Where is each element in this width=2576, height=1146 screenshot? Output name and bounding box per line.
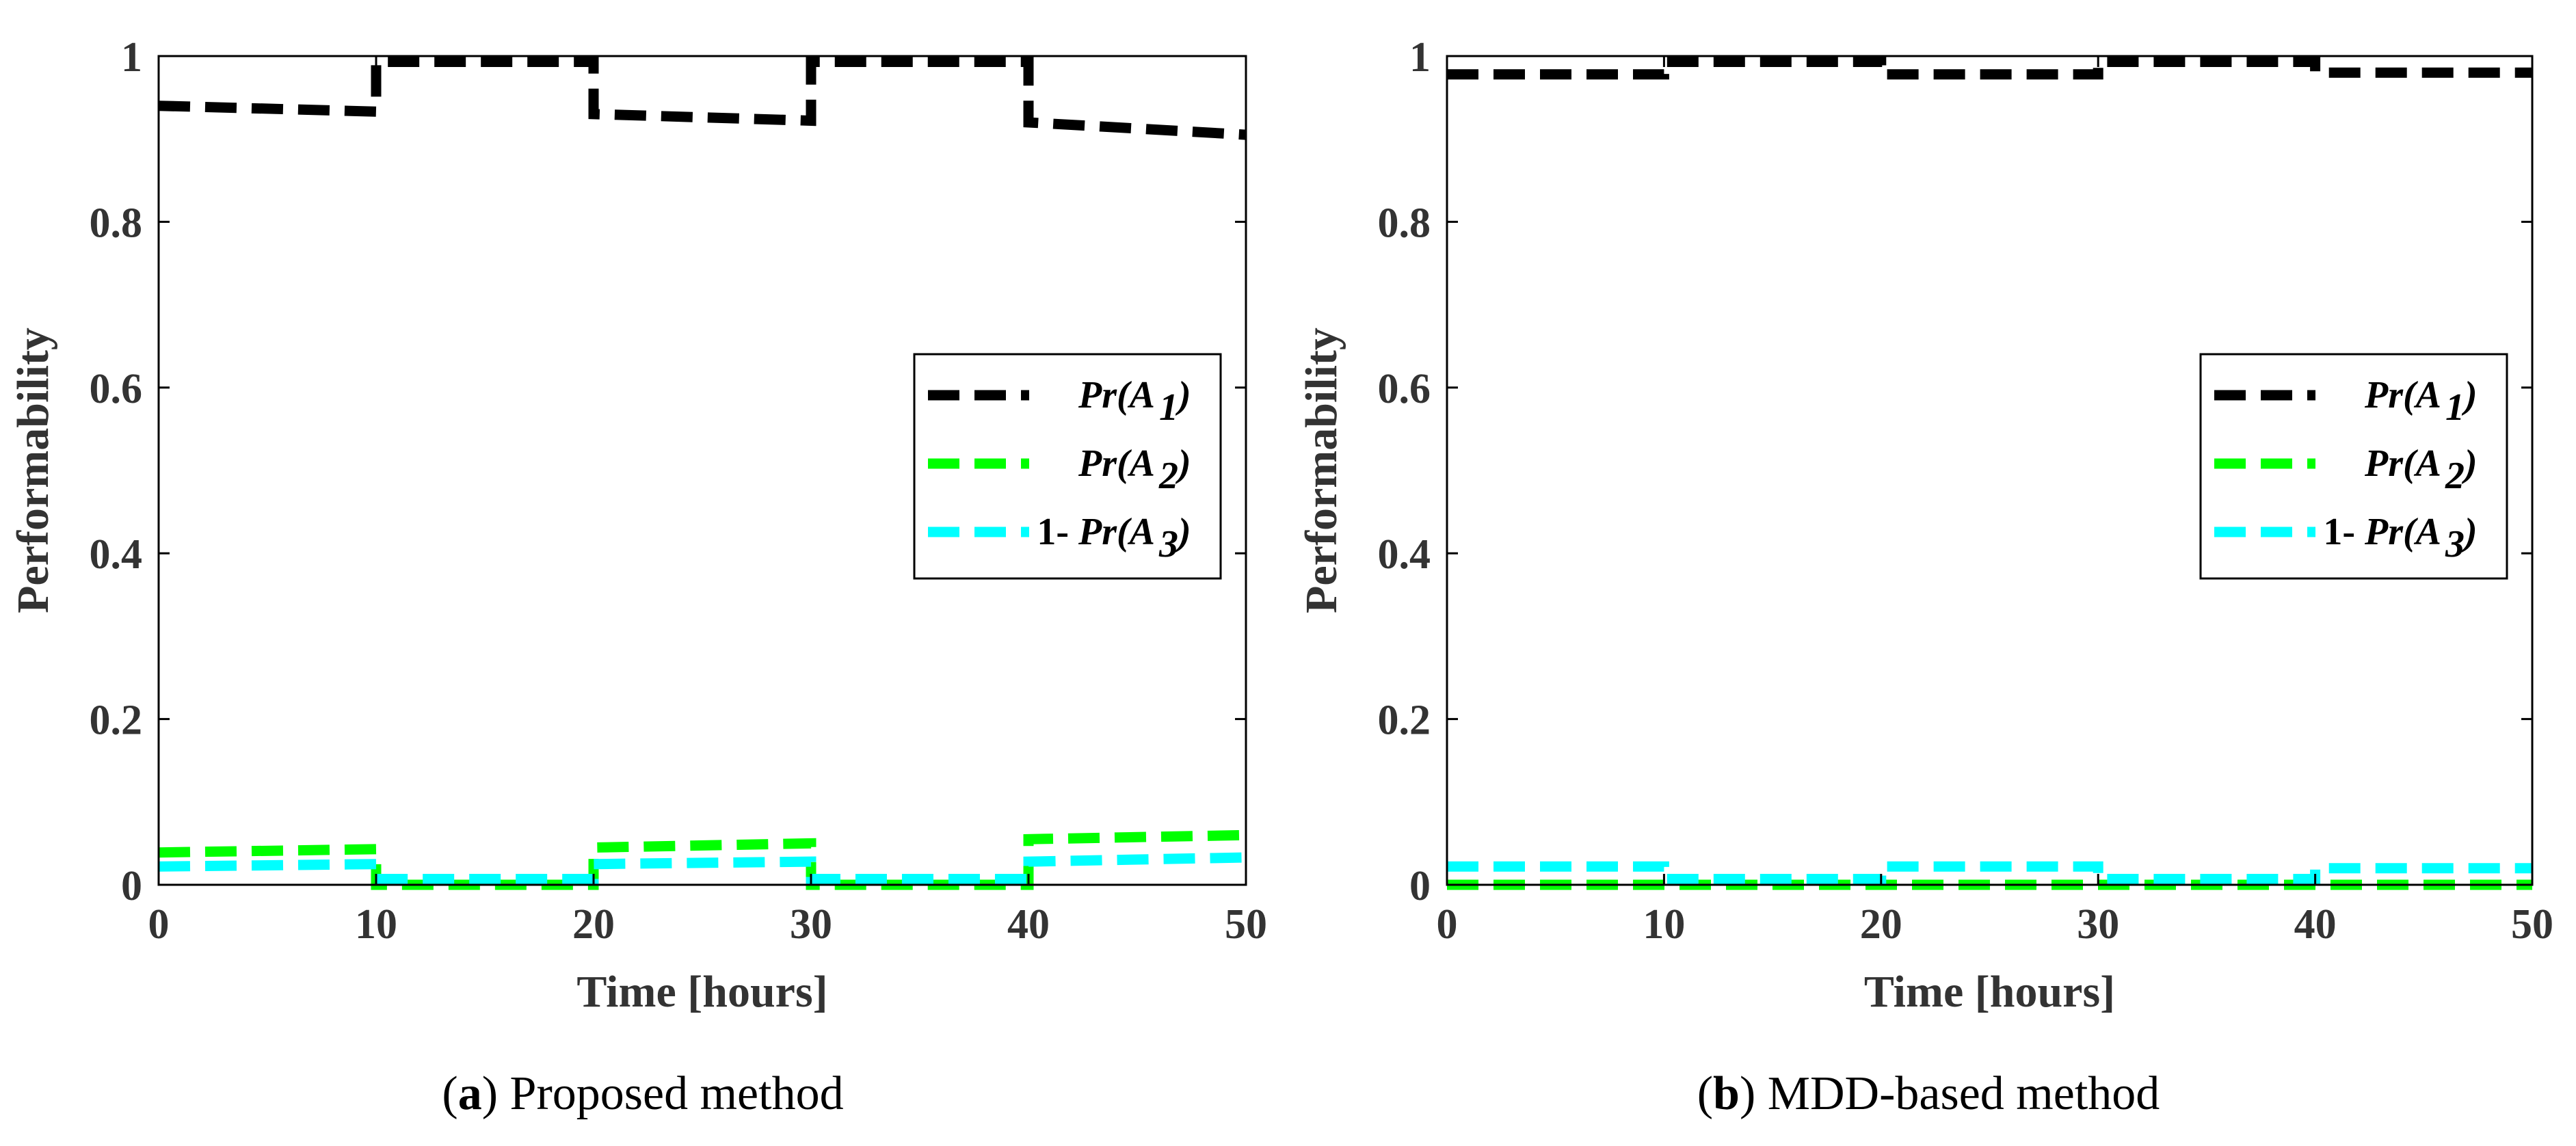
- caption-text: Proposed method: [510, 1067, 844, 1120]
- y-tick-label: 1: [121, 34, 142, 81]
- legend-label-main: Pr(A: [2364, 442, 2441, 485]
- chart-panel-a: 0 10 20 30 40 50 0 0.2 0.4 0.6 0.8 1 Time [hours] Per…: [8, 34, 1267, 1120]
- y-tick-label: 0.4: [1378, 531, 1431, 578]
- legend-label-2: Pr(A: [2364, 442, 2441, 485]
- x-axis-label: Time [hours]: [1864, 967, 2115, 1017]
- legend: Pr(A 1)Pr(A 2)1- Pr(A 3): [2199, 353, 2508, 580]
- x-tick-label: 30: [2077, 901, 2119, 948]
- legend-label-subscript-2: 2: [2445, 455, 2465, 497]
- legend-label-main: Pr(A: [1078, 442, 1155, 485]
- caption-letter: b: [1713, 1067, 1740, 1120]
- caption-text: MDD-based method: [1768, 1067, 2160, 1120]
- y-tick-label: 0.6: [1378, 366, 1431, 412]
- series-line-3: [1447, 861, 2532, 884]
- legend-label-subscript-1: 1: [1159, 386, 1178, 429]
- legend-box: [913, 353, 1222, 580]
- x-tick-label: 0: [1437, 901, 1458, 948]
- legend-label-3: 1- Pr(A: [1037, 511, 1155, 553]
- legend-label-close-paren: ): [1175, 442, 1191, 485]
- legend-label-main: Pr(A: [1078, 511, 1155, 553]
- legend-label-subscript-1: 1: [2445, 386, 2465, 429]
- x-tick-label: 40: [1007, 901, 1050, 948]
- caption-open-paren: (: [1697, 1067, 1713, 1120]
- y-tick-label: 0.8: [1378, 200, 1431, 246]
- x-tick-label: 20: [1860, 901, 1902, 948]
- y-axis-label: Performability: [8, 328, 58, 613]
- caption-close-paren: ): [482, 1067, 510, 1120]
- y-tick-label: 0: [1409, 863, 1431, 909]
- y-tick-label: 0.2: [90, 697, 143, 744]
- x-tick-label: 50: [1225, 901, 1267, 948]
- legend-label-subscript-2: 2: [1158, 455, 1178, 497]
- legend-box: [2199, 353, 2508, 580]
- figure-caption: (a) Proposed method: [442, 1067, 843, 1120]
- caption-letter: a: [458, 1067, 482, 1120]
- legend-label-2: Pr(A: [1078, 442, 1155, 485]
- plot-area-frame: [157, 55, 1247, 886]
- y-tick-label: 0.4: [90, 531, 143, 578]
- y-tick-label: 0.8: [90, 200, 143, 246]
- chart-panel-b: 0 10 20 30 40 50 0 0.2 0.4 0.6 0.8 1 Time [hours] Per…: [1297, 34, 2553, 1120]
- legend-label-main: Pr(A: [2364, 511, 2441, 553]
- series-line-1: [1447, 57, 2532, 80]
- x-tick-label: 20: [572, 901, 615, 948]
- legend-label-main: Pr(A: [1078, 374, 1155, 416]
- x-tick-label: 0: [148, 901, 170, 948]
- x-tick-label: 40: [2294, 901, 2337, 948]
- x-axis-label: Time [hours]: [576, 967, 827, 1017]
- legend-label-prefix: 1-: [1037, 511, 1078, 553]
- y-tick-label: 1: [1409, 34, 1431, 81]
- legend-label-subscript-3: 3: [2445, 523, 2465, 565]
- legend-label-close-paren: ): [2461, 442, 2478, 485]
- x-tick-label: 30: [790, 901, 832, 948]
- legend-label-close-paren: ): [2461, 511, 2478, 553]
- legend: Pr(A 1)Pr(A 2)1- Pr(A 3): [913, 353, 1222, 580]
- legend-label-main: Pr(A: [2364, 374, 2441, 416]
- y-tick-label: 0: [121, 863, 142, 909]
- caption-close-paren: ): [1740, 1067, 1768, 1120]
- y-tick-label: 0.2: [1378, 697, 1431, 744]
- legend-label-close-paren: ): [1175, 511, 1191, 553]
- legend-label-subscript-3: 3: [1158, 523, 1178, 565]
- y-axis-label: Performability: [1297, 328, 1346, 613]
- legend-label-close-paren: ): [2461, 374, 2478, 416]
- series-line-3: [158, 852, 1247, 884]
- x-tick-label: 10: [355, 901, 397, 948]
- figure-caption: (b) MDD-based method: [1697, 1067, 2160, 1120]
- legend-label-3: 1- Pr(A: [2323, 511, 2441, 553]
- legend-label-1: Pr(A: [1078, 374, 1155, 416]
- x-tick-label: 50: [2511, 901, 2553, 948]
- legend-label-prefix: 1-: [2323, 511, 2365, 553]
- y-tick-label: 0.6: [90, 366, 143, 412]
- x-tick-label: 10: [1643, 901, 1685, 948]
- caption-open-paren: (: [442, 1067, 457, 1120]
- plot-area-frame: [1446, 55, 2534, 886]
- legend-label-1: Pr(A: [2364, 374, 2441, 416]
- legend-label-close-paren: ): [1175, 374, 1191, 416]
- series-line-1: [158, 57, 1247, 140]
